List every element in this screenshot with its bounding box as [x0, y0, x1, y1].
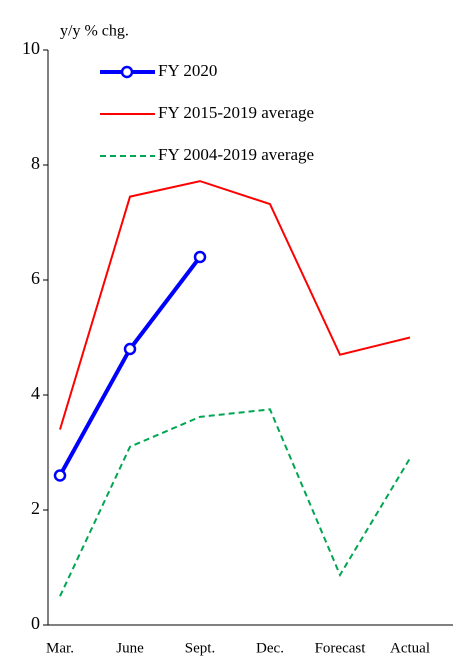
y-tick-label: 6	[31, 268, 40, 288]
legend-marker	[120, 65, 134, 79]
y-tick-label: 8	[31, 153, 40, 173]
y-tick-label: 2	[31, 498, 40, 518]
y-tick-label: 0	[31, 613, 40, 633]
series-line	[59, 408, 411, 597]
legend-label: FY 2015-2019 average	[158, 103, 314, 122]
point	[193, 250, 207, 264]
legend-label: FY 2004-2019 average	[158, 145, 314, 164]
x-tick-label: Mar.	[46, 640, 74, 656]
legend-label: FY 2020	[158, 61, 217, 80]
x-tick-label: Sept.	[185, 640, 215, 656]
x-tick-label: Dec.	[256, 640, 284, 656]
series-line	[58, 255, 202, 477]
x-tick-label: Actual	[390, 640, 430, 656]
series-line	[59, 180, 411, 430]
y-tick-label: 10	[22, 38, 40, 58]
y-axis-label: y/y % chg.	[60, 23, 129, 40]
point	[53, 469, 67, 482]
x-tick-label: June	[116, 640, 144, 656]
x-tick-label: Forecast	[315, 640, 367, 656]
point	[123, 342, 137, 356]
y-tick-label: 4	[31, 383, 40, 403]
